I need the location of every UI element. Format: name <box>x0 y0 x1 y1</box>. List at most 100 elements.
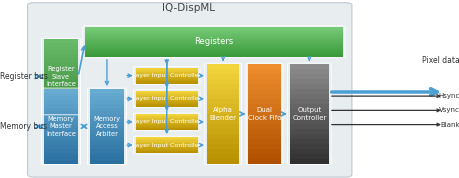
Bar <box>135 94 197 95</box>
Bar <box>248 69 280 74</box>
Bar <box>289 89 328 94</box>
Bar <box>207 99 239 104</box>
Bar <box>135 115 197 116</box>
Bar <box>44 73 78 77</box>
Bar <box>90 93 124 96</box>
Bar <box>85 54 342 56</box>
Bar <box>207 159 239 164</box>
Bar <box>85 45 342 46</box>
Bar <box>289 74 328 79</box>
Bar <box>135 71 197 72</box>
Bar <box>135 92 197 93</box>
Bar <box>135 125 197 126</box>
Bar <box>135 78 197 79</box>
Bar <box>135 122 197 123</box>
Bar <box>90 138 124 141</box>
Bar <box>135 95 197 96</box>
Bar <box>135 100 197 101</box>
Bar <box>135 120 197 121</box>
Bar <box>44 104 78 108</box>
Bar <box>90 141 124 145</box>
Bar <box>289 149 328 154</box>
Bar <box>44 108 78 111</box>
Bar <box>135 104 197 105</box>
Bar <box>135 140 197 141</box>
Bar <box>85 46 342 48</box>
Bar <box>44 130 78 134</box>
Bar <box>248 124 280 129</box>
Bar <box>90 145 124 149</box>
Bar <box>44 43 78 47</box>
Bar <box>135 119 197 120</box>
Bar <box>248 144 280 149</box>
Bar <box>207 154 239 159</box>
Bar <box>289 124 328 129</box>
Bar <box>289 114 328 119</box>
Bar <box>135 114 197 115</box>
Bar <box>207 119 239 124</box>
Bar <box>90 96 124 100</box>
Text: Memory
Access
Arbiter: Memory Access Arbiter <box>93 116 120 137</box>
Bar <box>289 154 328 159</box>
Bar <box>135 79 197 80</box>
Bar <box>289 144 328 149</box>
Bar <box>248 109 280 114</box>
Bar <box>44 88 78 91</box>
Bar <box>85 51 342 52</box>
Bar <box>44 119 78 123</box>
Bar <box>135 148 197 149</box>
Bar <box>289 99 328 104</box>
Bar <box>135 118 197 119</box>
Bar <box>135 72 197 73</box>
Bar <box>44 80 78 84</box>
Bar <box>207 64 239 69</box>
Bar <box>44 84 78 88</box>
Bar <box>44 145 78 149</box>
Bar <box>207 74 239 79</box>
Bar <box>135 152 197 153</box>
Bar <box>207 129 239 134</box>
Bar <box>135 99 197 100</box>
Bar <box>248 139 280 144</box>
Bar <box>44 126 78 130</box>
Text: Alpha
Blender: Alpha Blender <box>209 107 236 121</box>
Bar <box>44 153 78 156</box>
Bar <box>248 149 280 154</box>
Bar <box>85 30 342 31</box>
Bar <box>44 69 78 73</box>
FancyBboxPatch shape <box>28 3 351 177</box>
Bar <box>135 77 197 78</box>
Bar <box>44 115 78 119</box>
Bar <box>135 129 197 130</box>
Bar <box>44 160 78 164</box>
Bar <box>248 89 280 94</box>
Bar <box>44 58 78 62</box>
Bar <box>207 124 239 129</box>
Bar <box>135 121 197 122</box>
Bar <box>135 93 197 94</box>
Bar <box>135 142 197 143</box>
Bar <box>207 94 239 99</box>
Text: Pixel data: Pixel data <box>421 56 459 65</box>
Bar <box>90 160 124 164</box>
Bar <box>90 153 124 156</box>
Bar <box>135 151 197 152</box>
Bar <box>44 54 78 58</box>
Bar <box>85 34 342 36</box>
Bar <box>44 62 78 65</box>
Bar <box>207 139 239 144</box>
Bar <box>135 96 197 97</box>
Bar <box>85 43 342 45</box>
Bar <box>135 116 197 117</box>
Bar <box>289 84 328 89</box>
Bar <box>90 104 124 108</box>
Bar <box>85 52 342 54</box>
Bar <box>135 126 197 127</box>
Bar <box>85 40 342 42</box>
Bar <box>207 109 239 114</box>
Bar <box>44 106 78 110</box>
Bar <box>44 103 78 106</box>
Bar <box>90 156 124 160</box>
Bar <box>135 145 197 146</box>
Text: Register bus: Register bus <box>0 72 48 81</box>
